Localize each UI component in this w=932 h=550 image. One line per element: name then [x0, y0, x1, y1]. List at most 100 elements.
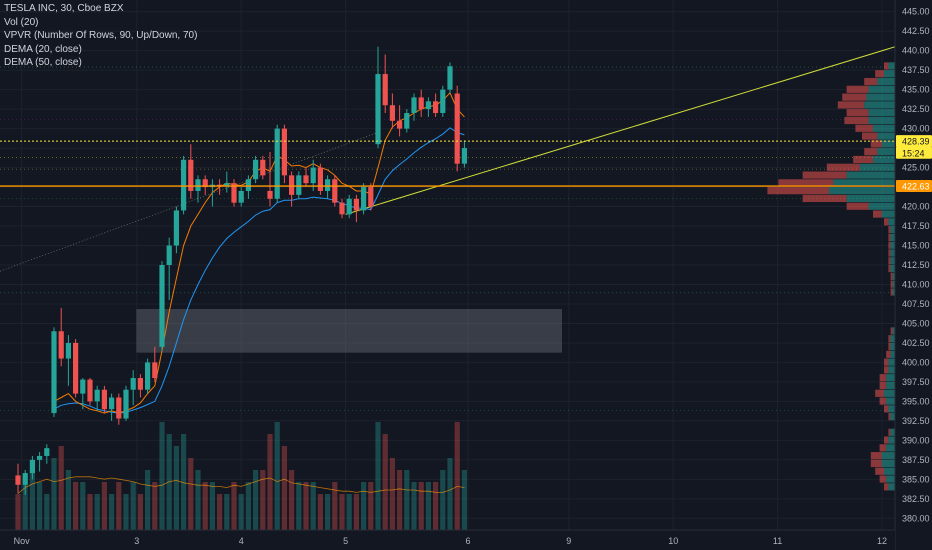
volume-bar — [123, 494, 129, 530]
vpvr-bar-up — [884, 389, 895, 397]
vpvr-bar-up — [884, 70, 895, 78]
price-axis-tick-label: 385.00 — [902, 474, 930, 484]
vpvr-bar-up — [888, 218, 895, 226]
candle — [425, 97, 431, 117]
vpvr-bar-down — [767, 187, 829, 195]
candle — [123, 385, 129, 421]
vpvr-bar-up — [888, 358, 895, 366]
candle-body — [245, 179, 251, 191]
vpvr-bar-up — [881, 459, 895, 468]
candle — [58, 307, 64, 367]
vpvr-bar-down — [890, 272, 893, 280]
legend-dema-50[interactable]: DEMA (50, close) — [4, 57, 82, 68]
vpvr-bar-down — [855, 124, 873, 132]
candle — [195, 175, 201, 203]
vpvr-bar-down — [870, 140, 882, 148]
price-axis-tick-label: 420.00 — [902, 202, 930, 212]
legend-vpvr[interactable]: VPVR (Number Of Rows, 90, Up/Down, 70) — [4, 30, 198, 41]
candle — [15, 463, 21, 494]
candle — [353, 194, 359, 223]
vpvr-bar-down — [826, 163, 860, 171]
time-axis-tick-label: 12 — [877, 536, 887, 546]
volume-bar — [303, 482, 309, 530]
price-axis-tick-label: 440.00 — [902, 46, 930, 56]
volume-bar — [433, 482, 439, 530]
volume-bar — [231, 482, 237, 530]
candle-body — [188, 159, 194, 191]
vpvr-bar-up — [868, 109, 895, 117]
volume-bar — [361, 482, 367, 530]
vpvr-bar-up — [888, 483, 895, 491]
vpvr-bar-down — [870, 459, 882, 468]
candle-body — [15, 475, 21, 485]
vpvr-bar-down — [879, 374, 887, 382]
volume-bar — [238, 494, 244, 530]
vpvr-bar-up — [886, 374, 895, 382]
vpvr-bar-up — [859, 163, 895, 171]
vpvr-bar-down — [884, 218, 889, 226]
candle-body — [353, 198, 359, 211]
candle — [346, 194, 352, 219]
vpvr-bar-down — [875, 70, 884, 78]
candle-body — [346, 198, 352, 215]
volume-bar — [209, 482, 215, 530]
candle-body — [375, 74, 381, 145]
volume-bar — [58, 446, 64, 530]
candle-body — [109, 397, 115, 410]
candle — [325, 175, 331, 199]
candle-body — [101, 389, 107, 410]
price-axis-tick-label: 410.00 — [902, 279, 930, 289]
vpvr-bar-up — [890, 241, 895, 249]
vpvr-bar-down — [879, 381, 887, 390]
vpvr-bar-down — [879, 475, 887, 483]
price-axis-tick-label: 412.50 — [902, 260, 930, 270]
volume-bar — [44, 494, 50, 530]
legend-dema-20[interactable]: DEMA (20, close) — [4, 43, 82, 55]
vpvr-bar-up — [890, 413, 895, 421]
volume-bar — [267, 434, 273, 530]
vpvr-bar-down — [888, 335, 891, 343]
vpvr-bar-down — [884, 405, 889, 413]
volume-bar — [425, 482, 431, 530]
candle-body — [296, 175, 302, 195]
candle — [274, 124, 280, 203]
price-axis-tick-label: 430.00 — [902, 124, 930, 134]
vpvr-bar-down — [875, 389, 884, 397]
volume-bar — [22, 482, 28, 530]
vpvr-bar-down — [846, 109, 869, 117]
candle-body — [310, 167, 316, 184]
legend-volume[interactable]: Vol (20) — [4, 16, 39, 28]
candle — [289, 171, 295, 207]
vpvr-bar-up — [881, 452, 895, 460]
candle — [418, 89, 424, 117]
price-axis-tick-label: 402.50 — [902, 338, 930, 348]
candle — [80, 378, 86, 410]
volume-bar — [217, 494, 223, 530]
vpvr-bar-down — [873, 210, 882, 218]
candle-body — [325, 179, 331, 191]
vpvr-bar-down — [837, 101, 865, 109]
candle — [447, 62, 453, 94]
candle — [202, 175, 208, 195]
vpvr-bar-up — [877, 77, 895, 86]
volume-bar — [339, 494, 345, 530]
vpvr-bar-up — [833, 179, 895, 187]
candle — [303, 167, 309, 188]
candle-body — [94, 389, 100, 402]
price-label-tag — [896, 135, 932, 148]
vpvr-bar-down — [862, 132, 878, 140]
candle — [260, 155, 266, 180]
candle — [267, 151, 273, 207]
candle-body — [418, 97, 424, 110]
vpvr-bar-up — [864, 101, 895, 109]
candle-body — [73, 342, 79, 394]
vpvr-bar-up — [888, 405, 895, 413]
price-label-tag — [896, 180, 932, 193]
legend-symbol-title[interactable]: TESLA INC, 30, Cboe BZX — [4, 3, 124, 14]
vpvr-bar-up — [890, 342, 895, 351]
candle-body — [181, 159, 187, 211]
candle-body — [440, 89, 446, 114]
candle-body — [173, 210, 179, 246]
candle-body — [411, 97, 417, 114]
